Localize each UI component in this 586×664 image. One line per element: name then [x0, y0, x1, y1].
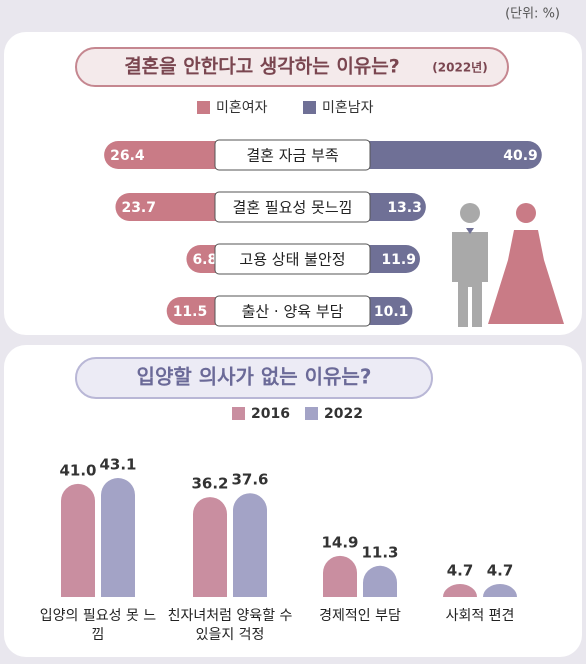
category-box: [214, 295, 371, 327]
value-label: 6.8: [192, 252, 217, 268]
category-label: 결혼 필요성 못느낌: [233, 199, 353, 217]
category-label: 출산 · 양육 부담: [242, 303, 344, 321]
category-label: 결혼 자금 부족: [246, 147, 339, 165]
bar: [350, 141, 542, 169]
bar: [443, 584, 477, 597]
category-label: 친자녀처럼 양육할 수 있을지 걱정: [167, 608, 293, 643]
legend-label: 미혼남자: [322, 100, 374, 116]
legend-swatch: [197, 101, 210, 114]
value-label: 41.0: [59, 461, 96, 479]
category-label: 경제적인 부담: [319, 608, 401, 624]
value-label: 4.7: [487, 562, 514, 580]
legend-label: 2016: [251, 406, 290, 422]
panel: [4, 345, 582, 657]
value-label: 40.9: [503, 148, 538, 164]
bar: [101, 478, 135, 597]
panel: [4, 32, 582, 335]
bar: [483, 584, 517, 597]
value-label: 11.5: [173, 304, 208, 320]
value-label: 10.1: [374, 304, 409, 320]
value-label: 11.9: [381, 252, 416, 268]
category-box: [214, 191, 371, 223]
bar: [115, 193, 235, 221]
legend-label: 2022: [324, 406, 363, 422]
chart-title: 입양할 의사가 없는 이유는?: [137, 365, 372, 389]
value-label: 43.1: [99, 456, 136, 474]
bar: [233, 493, 267, 597]
category-box: [214, 243, 371, 275]
value-label: 4.7: [447, 562, 474, 580]
title-pill: [75, 47, 509, 87]
value-label: 37.6: [231, 471, 268, 489]
value-label: 26.4: [110, 148, 145, 164]
bar: [104, 141, 236, 169]
legend-swatch: [305, 407, 318, 420]
bar: [363, 565, 397, 597]
value-label: 14.9: [321, 533, 358, 551]
bar: [193, 497, 227, 597]
category-box: [214, 139, 371, 171]
category-label: 입양의 필요성 못 느낌: [39, 608, 157, 643]
value-label: 23.7: [121, 200, 156, 216]
unit-note: (단위: %): [505, 7, 560, 22]
value-label: 11.3: [361, 543, 398, 561]
couple-illustration: [452, 203, 564, 327]
bar: [323, 555, 357, 597]
legend-label: 미혼여자: [216, 100, 268, 116]
category-label: 고용 상태 불안정: [239, 251, 345, 269]
chart-subtitle: (2022년): [432, 61, 487, 75]
title-pill: [75, 357, 433, 399]
legend-swatch: [303, 101, 316, 114]
legend-swatch: [232, 407, 245, 420]
bar: [61, 483, 95, 597]
category-label: 사회적 편견: [445, 608, 515, 624]
value-label: 36.2: [191, 475, 228, 493]
value-label: 13.3: [387, 200, 422, 216]
chart-title: 결혼을 안한다고 생각하는 이유는?: [124, 55, 400, 78]
